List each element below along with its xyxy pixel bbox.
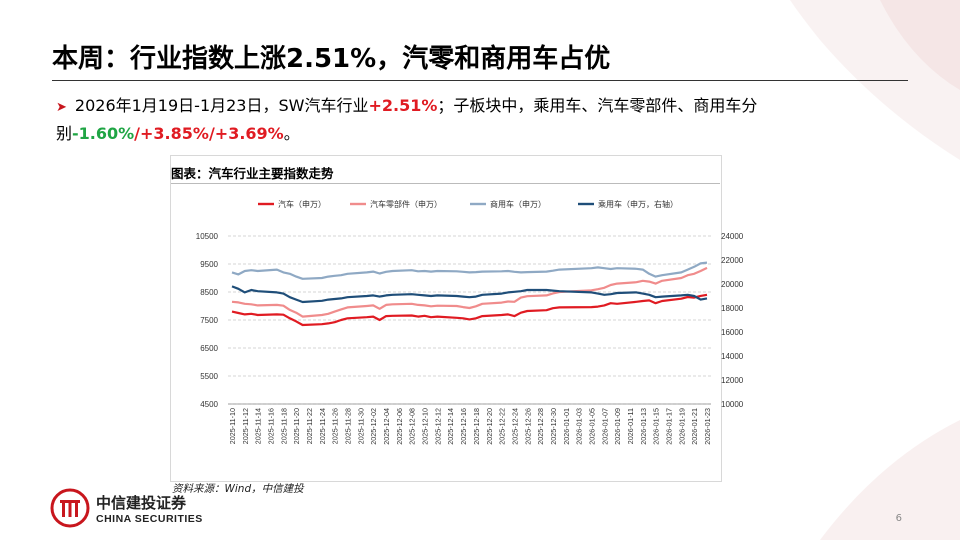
x-tick-label: 2025-12-12 — [433, 408, 442, 445]
x-tick-label: 2025-11-30 — [356, 408, 365, 444]
x-tick-label: 2025-12-04 — [382, 408, 391, 445]
x-tick-label: 2025-11-24 — [318, 408, 327, 444]
x-tick-label: 2026-01-15 — [652, 408, 661, 445]
x-tick-label: 2026-01-21 — [690, 408, 699, 445]
china-securities-logo-icon — [50, 488, 90, 528]
series-line-2 — [231, 261, 708, 280]
x-tick-label: 2026-01-17 — [664, 408, 673, 445]
chart-frame — [170, 155, 722, 482]
x-tick-label: 2025-12-20 — [485, 408, 494, 445]
y-right-tick-label: 22000 — [721, 256, 744, 265]
bullet-text-mid: ；子板块中，乘用车、汽车零部件、商用车分别 — [56, 96, 758, 143]
x-tick-label: 2025-12-22 — [498, 408, 507, 445]
title-divider — [52, 80, 908, 81]
x-tick-label: 2025-11-20 — [292, 408, 301, 444]
y-right-tick-label: 14000 — [721, 352, 744, 361]
x-tick-label: 2025-11-14 — [254, 408, 263, 444]
logo-text-cn: 中信建投证券 — [96, 494, 187, 512]
x-tick-label: 2025-11-10 — [228, 408, 237, 444]
bullet-text-prefix: 2026年1月19日-1月23日，SW汽车行业 — [74, 96, 369, 115]
slide-title: 本周：行业指数上涨2.51%，汽零和商用车占优 — [52, 44, 611, 74]
bullet-text-end: 。 — [283, 124, 300, 143]
y-right-tick-label: 16000 — [721, 328, 744, 337]
y-left-tick-label: 5500 — [200, 372, 218, 381]
y-left-tick-label: 7500 — [200, 316, 218, 325]
parts-change: +3.85% — [140, 124, 209, 143]
x-tick-label: 2025-11-12 — [241, 408, 250, 444]
x-tick-label: 2026-01-03 — [575, 408, 584, 445]
commercial-change: +3.69% — [214, 124, 284, 143]
bullet-arrow-icon: ➤ — [56, 100, 67, 115]
x-tick-label: 2026-01-11 — [626, 408, 635, 444]
y-right-tick-label: 10000 — [721, 400, 744, 409]
y-left-tick-label: 8500 — [200, 288, 218, 297]
y-left-tick-label: 6500 — [200, 344, 218, 353]
x-tick-label: 2025-12-10 — [421, 408, 430, 445]
y-left-tick-label: 10500 — [196, 232, 219, 241]
y-right-tick-label: 12000 — [721, 376, 744, 385]
y-right-tick-label: 20000 — [721, 280, 744, 289]
x-tick-label: 2025-11-16 — [267, 408, 276, 444]
source-note: 资料来源：Wind，中信建投 — [172, 483, 304, 495]
x-tick-label: 2025-12-28 — [536, 408, 545, 445]
x-tick-label: 2025-12-16 — [459, 408, 468, 445]
x-tick-label: 2025-12-06 — [395, 408, 404, 445]
y-left-tick-label: 4500 — [200, 400, 218, 409]
x-tick-label: 2025-12-26 — [523, 408, 532, 445]
legend-label: 商用车（申万） — [490, 199, 546, 209]
x-tick-label: 2026-01-13 — [639, 408, 648, 445]
separator-1: / — [134, 124, 141, 143]
summary-bullet: ➤ 2026年1月19日-1月23日，SW汽车行业+2.51%；子板块中，乘用车、… — [56, 93, 916, 147]
chart-caption: 图表：汽车行业主要指数走势 — [171, 166, 334, 181]
legend-label: 汽车零部件（申万） — [370, 199, 442, 209]
x-tick-label: 2026-01-23 — [703, 408, 712, 445]
series-line-3 — [231, 285, 708, 304]
x-tick-label: 2025-12-14 — [446, 408, 455, 445]
y-right-tick-label: 24000 — [721, 232, 744, 241]
x-tick-label: 2025-12-02 — [369, 408, 378, 445]
x-tick-label: 2026-01-09 — [613, 408, 622, 445]
x-tick-label: 2025-11-26 — [331, 408, 340, 444]
series-line-1 — [231, 266, 708, 318]
caption-divider — [171, 183, 720, 184]
legend-label: 乘用车（申万，右轴） — [598, 199, 678, 209]
x-tick-label: 2025-11-18 — [279, 408, 288, 444]
series-line-0 — [231, 293, 708, 327]
x-tick-label: 2026-01-19 — [677, 408, 686, 445]
x-tick-label: 2026-01-01 — [562, 408, 571, 445]
separator-2: / — [208, 124, 215, 143]
passenger-change: -1.60% — [72, 124, 135, 143]
auto-index-change: +2.51% — [368, 96, 438, 115]
logo-text-en: CHINA SECURITIES — [96, 513, 203, 525]
x-tick-label: 2025-12-24 — [510, 408, 519, 445]
y-right-tick-label: 18000 — [721, 304, 744, 313]
x-tick-label: 2025-12-08 — [408, 408, 417, 445]
page-number: 6 — [895, 513, 902, 524]
x-tick-label: 2025-11-28 — [344, 408, 353, 444]
legend-label: 汽车（申万） — [278, 199, 326, 209]
x-tick-label: 2025-12-18 — [472, 408, 481, 445]
x-tick-label: 2025-12-30 — [549, 408, 558, 445]
x-tick-label: 2025-11-22 — [305, 408, 314, 444]
x-tick-label: 2026-01-05 — [587, 408, 596, 445]
y-left-tick-label: 9500 — [200, 260, 218, 269]
x-tick-label: 2026-01-07 — [600, 408, 609, 445]
